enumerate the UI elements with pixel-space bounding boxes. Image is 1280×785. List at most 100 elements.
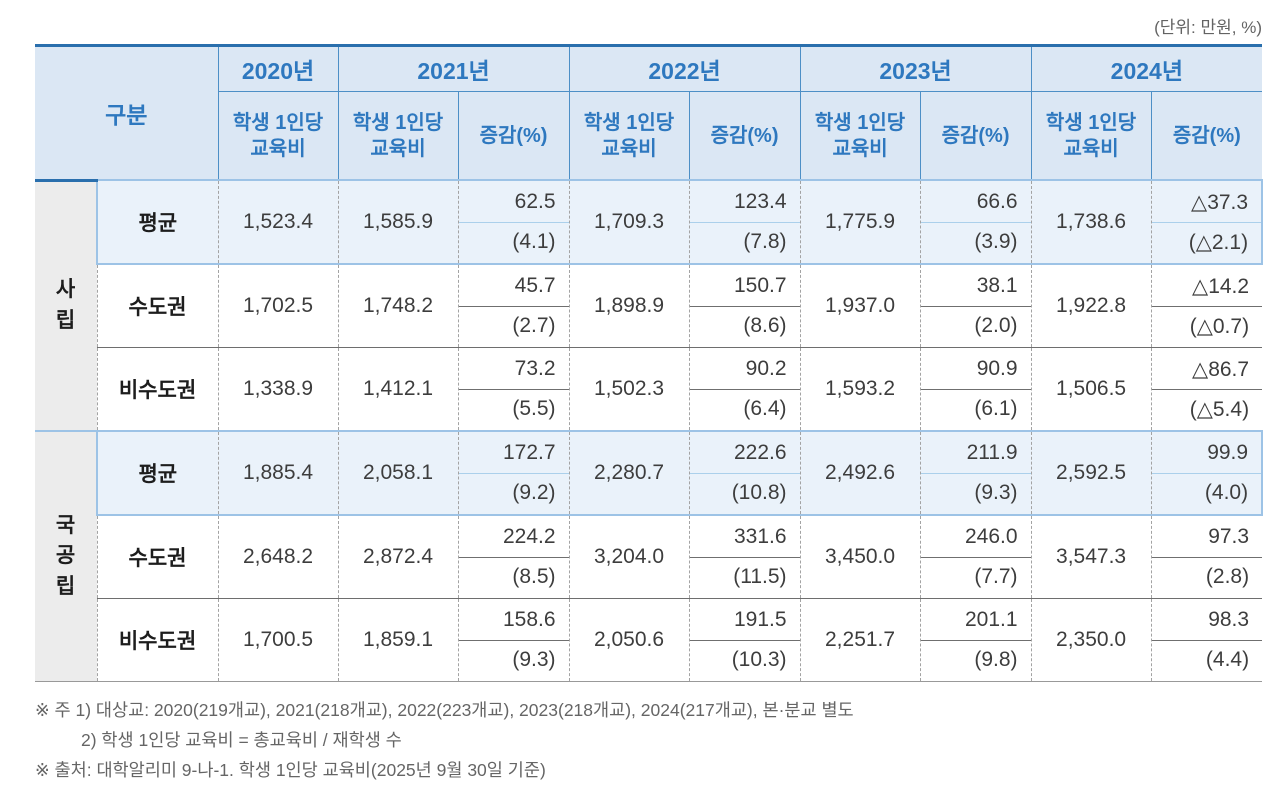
delta-separator [1151,388,1263,390]
delta-cell: △86.7 (△5.4) [1150,347,1263,431]
education-cost-table: 구분 2020년 2021년 2022년 2023년 2024년 학생 1인당 … [35,44,1264,682]
row-label-cell: 비수도권 [96,347,219,431]
value-cell: 3,547.3 [1030,515,1152,599]
delta-value: 45.7 [514,274,556,297]
delta-separator [458,472,569,474]
delta-value: 62.5 [514,190,556,213]
delta-pct: (7.8) [743,230,787,253]
delta-separator [689,472,800,474]
value-header: 학생 1인당 교육비 [799,91,921,180]
delta-separator [689,305,800,307]
value-cell: 1,885.4 [217,430,339,516]
delta-cell: 97.3 (2.8) [1150,515,1263,599]
value-cell: 1,709.3 [568,179,690,265]
delta-separator [458,639,569,641]
delta-pct: (8.6) [743,314,787,337]
value-header: 학생 1인당 교육비 [217,91,339,180]
value-cell: 2,492.6 [799,430,921,516]
delta-value: 150.7 [733,274,787,297]
delta-cell: 246.0 (7.7) [919,515,1032,599]
value-cell: 1,775.9 [799,179,921,265]
delta-value: 73.2 [514,357,556,380]
delta-pct: (6.1) [974,397,1018,420]
delta-value: 224.2 [502,525,556,548]
delta-header: 증감(%) [457,91,570,180]
year-header-2023: 2023년 [799,44,1032,92]
value-cell: 2,592.5 [1030,430,1152,516]
delta-cell: 172.7 (9.2) [457,430,570,516]
footnotes: ※ 주 1) 대상교: 2020(219개교), 2021(218개교), 20… [35,695,1280,785]
delta-cell: 224.2 (8.5) [457,515,570,599]
delta-pct: (2.8) [1205,565,1250,588]
value-cell: 1,593.2 [799,347,921,431]
delta-value: 38.1 [976,274,1018,297]
value-cell: 1,338.9 [217,347,339,431]
delta-pct: (9.3) [512,648,556,671]
value-cell: 1,738.6 [1030,179,1152,265]
delta-cell: 90.9 (6.1) [919,347,1032,431]
value-cell: 1,898.9 [568,264,690,348]
delta-pct: (△5.4) [1189,397,1250,421]
value-cell: 1,523.4 [217,179,339,265]
value-header: 학생 1인당 교육비 [1030,91,1152,180]
delta-separator [1151,221,1262,223]
group-label: 국공립 [55,513,76,598]
value-cell: 2,872.4 [337,515,459,599]
delta-separator [920,472,1031,474]
delta-separator [1151,305,1263,307]
delta-pct: (8.5) [512,565,556,588]
delta-value: 99.9 [1207,441,1249,464]
delta-separator [458,556,569,558]
year-header-2021: 2021년 [337,44,570,92]
delta-cell: 45.7 (2.7) [457,264,570,348]
value-cell: 2,058.1 [337,430,459,516]
value-cell: 2,050.6 [568,598,690,682]
row-label-cell: 수도권 [96,264,219,348]
delta-cell: 62.5 (4.1) [457,179,570,265]
delta-pct: (11.5) [733,565,787,588]
delta-pct: (2.7) [512,314,556,337]
group-cell: 사립 [35,178,97,432]
delta-cell: 331.6 (11.5) [688,515,801,599]
delta-separator [920,639,1031,641]
year-header-2022: 2022년 [568,44,801,92]
value-cell: 3,204.0 [568,515,690,599]
value-header: 학생 1인당 교육비 [568,91,690,180]
delta-pct: (9.8) [974,648,1018,671]
delta-value: △37.3 [1191,190,1249,214]
delta-pct: (9.2) [512,481,556,504]
delta-separator [458,221,569,223]
row-label-cell: 평균 [95,179,219,265]
value-header: 학생 1인당 교육비 [337,91,459,180]
corner-header: 구분 [35,44,219,180]
delta-cell: 38.1 (2.0) [919,264,1032,348]
delta-value: 90.9 [976,357,1018,380]
delta-cell: 123.4 (7.8) [688,179,801,265]
delta-header: 증감(%) [688,91,801,180]
value-cell: 3,450.0 [799,515,921,599]
delta-pct: (10.3) [731,648,787,671]
delta-cell: 73.2 (5.5) [457,347,570,431]
delta-separator [920,221,1031,223]
delta-value: 331.6 [733,525,787,548]
delta-cell: △14.2 (△0.7) [1150,264,1263,348]
year-header-2020: 2020년 [217,44,339,92]
delta-cell: 150.7 (8.6) [688,264,801,348]
footnote: ※ 출처: 대학알리미 9-나-1. 학생 1인당 교육비(2025년 9월 3… [35,760,546,780]
delta-value: 222.6 [733,441,787,464]
row-label-cell: 평균 [95,430,219,516]
value-cell: 1,748.2 [337,264,459,348]
row-label-cell: 수도권 [96,515,219,599]
delta-pct: (3.9) [974,230,1018,253]
delta-pct: (2.0) [974,314,1018,337]
delta-separator [920,556,1031,558]
value-cell: 1,859.1 [337,598,459,682]
delta-cell: △37.3 (△2.1) [1150,179,1264,265]
value-cell: 1,502.3 [568,347,690,431]
delta-separator [689,388,800,390]
value-cell: 2,350.0 [1030,598,1152,682]
value-cell: 2,280.7 [568,430,690,516]
delta-value: 211.9 [966,441,1018,464]
footnote: ※ 주 1) 대상교: 2020(219개교), 2021(218개교), 20… [35,700,854,720]
delta-pct: (△2.1) [1188,230,1249,254]
